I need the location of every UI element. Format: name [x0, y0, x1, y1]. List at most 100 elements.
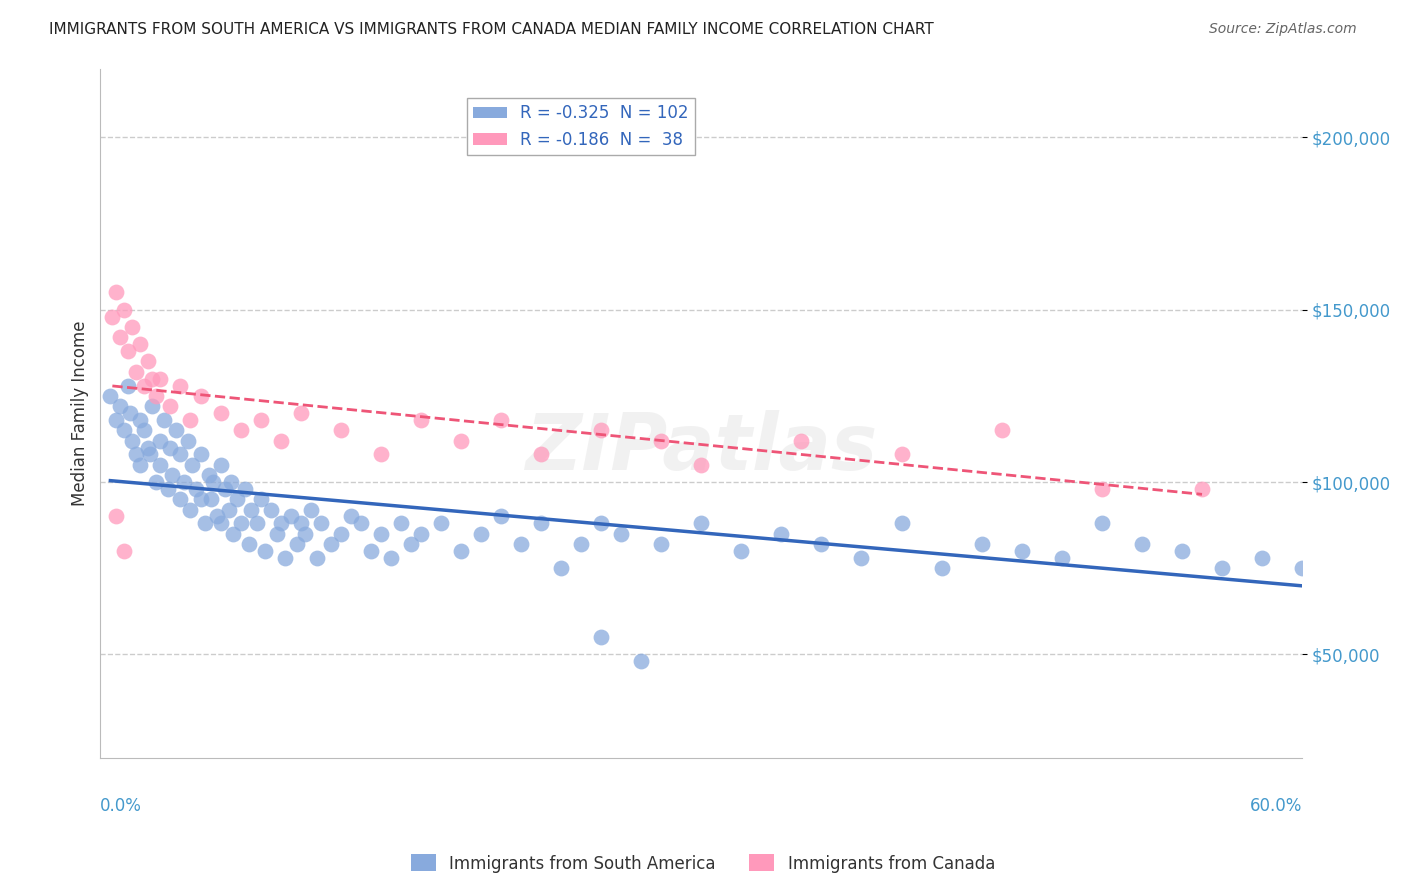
Point: [101, 310, 124, 324]
Point: [430, 516, 453, 531]
Point: [219, 475, 242, 489]
Point: [1251, 550, 1274, 565]
Point: [201, 475, 224, 489]
Point: [200, 492, 222, 507]
Point: [305, 550, 328, 565]
Point: [239, 502, 262, 516]
Point: [169, 378, 191, 392]
Point: [138, 441, 160, 455]
Point: [569, 537, 592, 551]
Point: [1391, 561, 1406, 575]
Point: [145, 475, 167, 489]
Point: [117, 378, 139, 392]
Point: [329, 423, 352, 437]
Point: [409, 526, 432, 541]
Point: [1130, 537, 1153, 551]
Point: [249, 492, 271, 507]
Point: [890, 516, 912, 531]
Point: [470, 526, 492, 541]
Point: [329, 526, 352, 541]
Point: [125, 447, 148, 461]
Point: [990, 423, 1012, 437]
Point: [790, 434, 813, 448]
Point: [139, 447, 162, 461]
Point: [141, 399, 163, 413]
Y-axis label: Median Family Income: Median Family Income: [72, 320, 89, 506]
Point: [530, 447, 553, 461]
Point: [1091, 482, 1114, 496]
Point: [1091, 516, 1114, 531]
Point: [218, 502, 240, 516]
Point: [273, 550, 295, 565]
Point: [110, 399, 132, 413]
Point: [190, 492, 212, 507]
Point: [650, 434, 672, 448]
Point: [145, 389, 167, 403]
Point: [121, 434, 143, 448]
Point: [1211, 561, 1233, 575]
Point: [550, 561, 572, 575]
Point: [125, 365, 148, 379]
Point: [229, 423, 252, 437]
Point: [98, 389, 121, 403]
Point: [159, 399, 181, 413]
Point: [112, 544, 135, 558]
Point: [259, 502, 281, 516]
Point: [450, 434, 472, 448]
Point: [221, 526, 243, 541]
Point: [209, 458, 232, 472]
Point: [190, 447, 212, 461]
Point: [238, 537, 260, 551]
Text: 60.0%: 60.0%: [1250, 797, 1302, 814]
Point: [360, 544, 382, 558]
Point: [280, 509, 302, 524]
Point: [389, 516, 412, 531]
Point: [285, 537, 308, 551]
Point: [770, 526, 793, 541]
Text: IMMIGRANTS FROM SOUTH AMERICA VS IMMIGRANTS FROM CANADA MEDIAN FAMILY INCOME COR: IMMIGRANTS FROM SOUTH AMERICA VS IMMIGRA…: [49, 22, 934, 37]
Point: [169, 447, 191, 461]
Legend: R = -0.325  N = 102, R = -0.186  N =  38: R = -0.325 N = 102, R = -0.186 N = 38: [467, 97, 696, 155]
Point: [1191, 482, 1213, 496]
Point: [112, 423, 135, 437]
Point: [134, 423, 156, 437]
Point: [299, 502, 322, 516]
Point: [209, 406, 232, 420]
Point: [253, 544, 276, 558]
Point: [153, 413, 176, 427]
Point: [319, 537, 342, 551]
Point: [270, 516, 292, 531]
Point: [309, 516, 332, 531]
Point: [591, 630, 613, 644]
Point: [105, 413, 128, 427]
Point: [157, 482, 180, 496]
Point: [931, 561, 953, 575]
Point: [112, 302, 135, 317]
Point: [110, 330, 132, 344]
Point: [179, 502, 201, 516]
Point: [370, 526, 392, 541]
Point: [399, 537, 422, 551]
Point: [851, 550, 873, 565]
Point: [121, 320, 143, 334]
Point: [294, 526, 316, 541]
Point: [290, 406, 312, 420]
Point: [370, 447, 392, 461]
Point: [489, 413, 512, 427]
Point: [193, 516, 215, 531]
Point: [129, 413, 152, 427]
Point: [197, 468, 219, 483]
Legend: Immigrants from South America, Immigrants from Canada: Immigrants from South America, Immigrant…: [405, 847, 1001, 880]
Point: [181, 458, 204, 472]
Point: [339, 509, 361, 524]
Point: [229, 516, 252, 531]
Point: [214, 482, 236, 496]
Point: [186, 482, 208, 496]
Point: [149, 458, 172, 472]
Point: [810, 537, 832, 551]
Point: [249, 413, 271, 427]
Point: [129, 458, 152, 472]
Point: [450, 544, 472, 558]
Point: [890, 447, 912, 461]
Point: [970, 537, 993, 551]
